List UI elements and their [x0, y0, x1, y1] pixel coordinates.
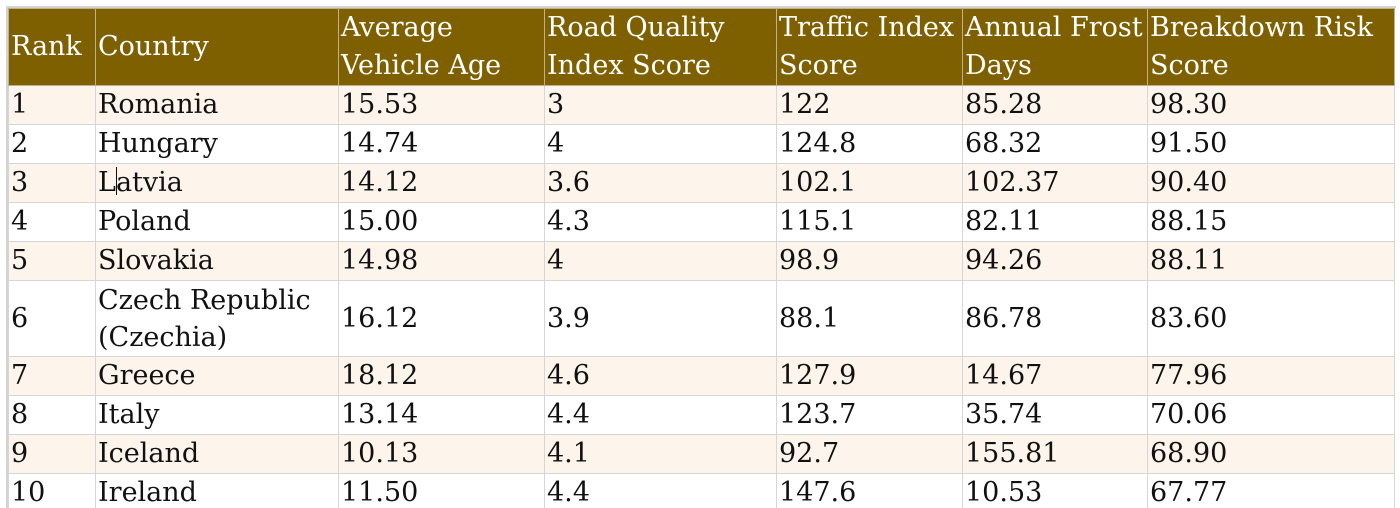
- table-cell[interactable]: 127.9: [777, 357, 963, 396]
- table-cell[interactable]: 4.1: [545, 435, 777, 474]
- table-cell[interactable]: 14.12: [339, 164, 545, 203]
- table-cell-active[interactable]: Latvia: [96, 164, 339, 203]
- header-cell-average-vehicle-age[interactable]: Average Vehicle Age: [339, 9, 545, 86]
- table-cell[interactable]: 14.98: [339, 242, 545, 281]
- header-cell-road-quality-index-score[interactable]: Road Quality Index Score: [545, 9, 777, 86]
- header-cell-annual-frost-days[interactable]: Annual Frost Days: [963, 9, 1148, 86]
- table-cell[interactable]: 68.90: [1148, 435, 1395, 474]
- table-cell[interactable]: 16.12: [339, 281, 545, 357]
- table-cell[interactable]: 4: [545, 242, 777, 281]
- table-cell[interactable]: 83.60: [1148, 281, 1395, 357]
- table-cell[interactable]: Romania: [96, 86, 339, 125]
- table-row: 3 Latvia 14.12 3.6 102.1 102.37 90.40: [9, 164, 1395, 203]
- table-cell[interactable]: 4: [9, 203, 96, 242]
- table-cell[interactable]: 14.67: [963, 357, 1148, 396]
- table-cell[interactable]: 86.78: [963, 281, 1148, 357]
- table-cell[interactable]: 88.11: [1148, 242, 1395, 281]
- table-row: 9 Iceland 10.13 4.1 92.7 155.81 68.90: [9, 435, 1395, 474]
- table-cell[interactable]: 124.8: [777, 125, 963, 164]
- table-cell[interactable]: 35.74: [963, 396, 1148, 435]
- table-row: 7 Greece 18.12 4.6 127.9 14.67 77.96: [9, 357, 1395, 396]
- table-cell[interactable]: 18.12: [339, 357, 545, 396]
- table-cell[interactable]: 91.50: [1148, 125, 1395, 164]
- table-row: 10 Ireland 11.50 4.4 147.6 10.53 67.77: [9, 474, 1395, 508]
- table-row: 2 Hungary 14.74 4 124.8 68.32 91.50: [9, 125, 1395, 164]
- table-cell[interactable]: 4.6: [545, 357, 777, 396]
- table-cell[interactable]: 115.1: [777, 203, 963, 242]
- header-cell-country[interactable]: Country: [96, 9, 339, 86]
- table-cell[interactable]: 14.74: [339, 125, 545, 164]
- table-cell[interactable]: 67.77: [1148, 474, 1395, 508]
- table-cell[interactable]: 4.3: [545, 203, 777, 242]
- table-cell[interactable]: 88.1: [777, 281, 963, 357]
- table-cell[interactable]: 10.13: [339, 435, 545, 474]
- table-cell[interactable]: 122: [777, 86, 963, 125]
- table-cell[interactable]: 6: [9, 281, 96, 357]
- table-cell[interactable]: Slovakia: [96, 242, 339, 281]
- table-row: 8 Italy 13.14 4.4 123.7 35.74 70.06: [9, 396, 1395, 435]
- table-cell[interactable]: 8: [9, 396, 96, 435]
- table-cell[interactable]: Poland: [96, 203, 339, 242]
- table-cell[interactable]: 3: [9, 164, 96, 203]
- data-table: Rank Country Average Vehicle Age Road Qu…: [8, 8, 1395, 508]
- table-cell[interactable]: 155.81: [963, 435, 1148, 474]
- table-cell[interactable]: Italy: [96, 396, 339, 435]
- table-cell[interactable]: 3: [545, 86, 777, 125]
- table-cell[interactable]: Greece: [96, 357, 339, 396]
- table-cell[interactable]: 10.53: [963, 474, 1148, 508]
- table-cell[interactable]: 147.6: [777, 474, 963, 508]
- table-cell[interactable]: Hungary: [96, 125, 339, 164]
- table-cell[interactable]: 77.96: [1148, 357, 1395, 396]
- header-cell-traffic-index-score[interactable]: Traffic Index Score: [777, 9, 963, 86]
- table-cell[interactable]: 4.4: [545, 474, 777, 508]
- table-cell[interactable]: 4: [545, 125, 777, 164]
- table-cell[interactable]: 85.28: [963, 86, 1148, 125]
- table-cell[interactable]: 102.37: [963, 164, 1148, 203]
- table-cell[interactable]: 3.6: [545, 164, 777, 203]
- table-cell[interactable]: 70.06: [1148, 396, 1395, 435]
- table-row: 4 Poland 15.00 4.3 115.1 82.11 88.15: [9, 203, 1395, 242]
- table-cell[interactable]: 10: [9, 474, 96, 508]
- table-cell[interactable]: 7: [9, 357, 96, 396]
- table-cell[interactable]: 15.00: [339, 203, 545, 242]
- table-cell[interactable]: Czech Republic (Czechia): [96, 281, 339, 357]
- table-cell[interactable]: Iceland: [96, 435, 339, 474]
- table-cell[interactable]: 11.50: [339, 474, 545, 508]
- table-cell[interactable]: 98.30: [1148, 86, 1395, 125]
- table-cell[interactable]: 4.4: [545, 396, 777, 435]
- table-cell[interactable]: 15.53: [339, 86, 545, 125]
- table-cell[interactable]: 13.14: [339, 396, 545, 435]
- table-cell[interactable]: Ireland: [96, 474, 339, 508]
- table-cell[interactable]: 94.26: [963, 242, 1148, 281]
- table-cell[interactable]: 3.9: [545, 281, 777, 357]
- table-cell[interactable]: 2: [9, 125, 96, 164]
- table-cell[interactable]: 102.1: [777, 164, 963, 203]
- header-cell-breakdown-risk-score[interactable]: Breakdown Risk Score: [1148, 9, 1395, 86]
- table-cell[interactable]: 9: [9, 435, 96, 474]
- table-cell[interactable]: 90.40: [1148, 164, 1395, 203]
- header-row: Rank Country Average Vehicle Age Road Qu…: [9, 9, 1395, 86]
- table-cell[interactable]: 68.32: [963, 125, 1148, 164]
- table-cell[interactable]: 82.11: [963, 203, 1148, 242]
- table-row: 5 Slovakia 14.98 4 98.9 94.26 88.11: [9, 242, 1395, 281]
- table-cell[interactable]: 92.7: [777, 435, 963, 474]
- table-cell[interactable]: 88.15: [1148, 203, 1395, 242]
- cell-text-before-caret: L: [98, 167, 116, 198]
- table-row: 6 Czech Republic (Czechia) 16.12 3.9 88.…: [9, 281, 1395, 357]
- cell-text-after-caret: atvia: [116, 167, 183, 198]
- table-cell[interactable]: 5: [9, 242, 96, 281]
- table-cell[interactable]: 1: [9, 86, 96, 125]
- table-cell[interactable]: 98.9: [777, 242, 963, 281]
- table-row: 1 Romania 15.53 3 122 85.28 98.30: [9, 86, 1395, 125]
- spreadsheet-table-area: Rank Country Average Vehicle Age Road Qu…: [6, 6, 1396, 508]
- table-cell[interactable]: 123.7: [777, 396, 963, 435]
- header-cell-rank[interactable]: Rank: [9, 9, 96, 86]
